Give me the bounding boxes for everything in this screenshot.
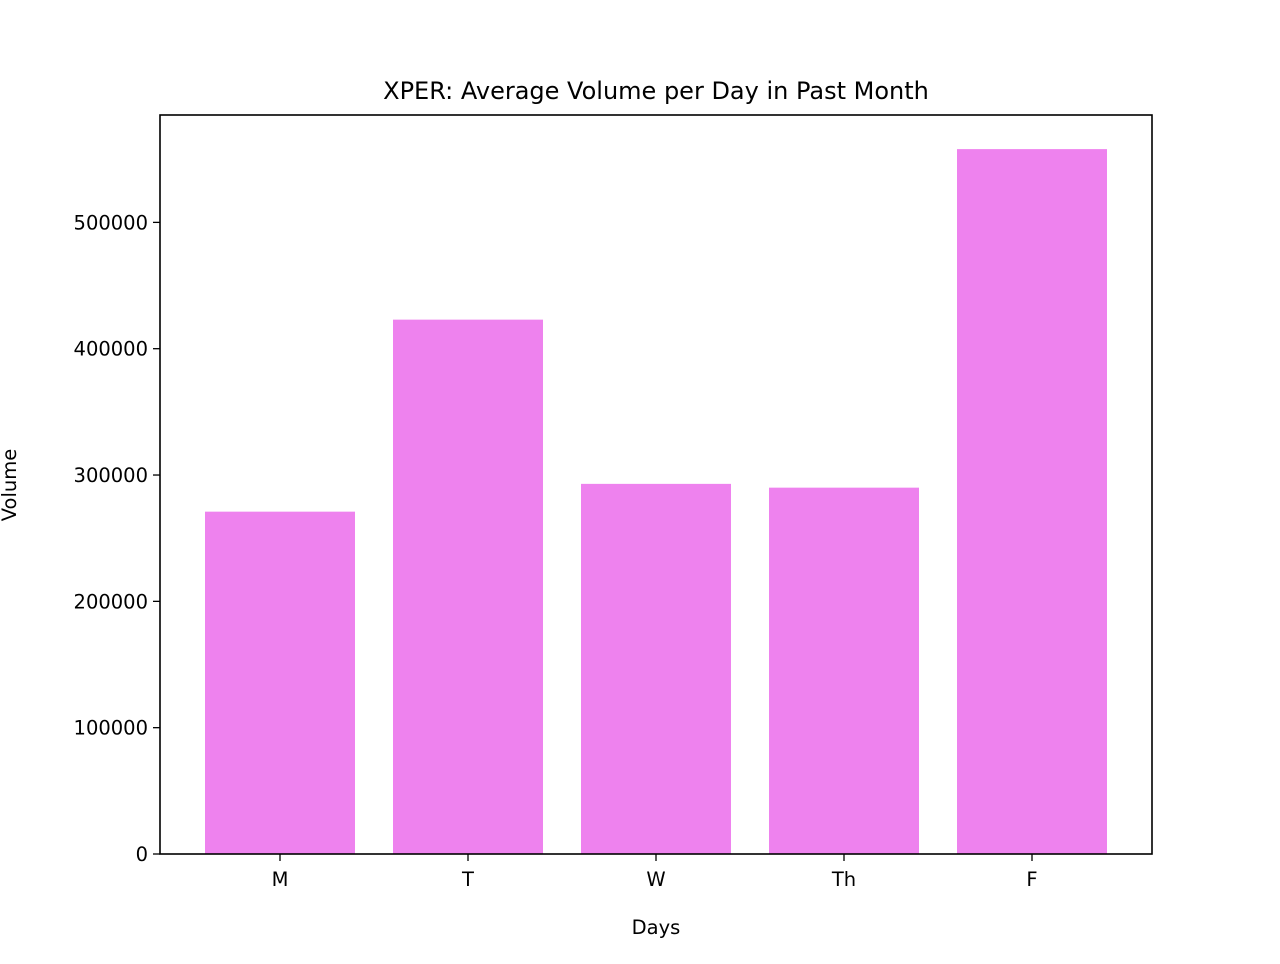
- bar-m: [205, 511, 355, 854]
- y-tick-label: 400000: [74, 338, 148, 361]
- plot-frame: [159, 114, 1153, 855]
- bar-t: [393, 319, 543, 855]
- y-tick-label: 100000: [74, 717, 148, 740]
- x-tick-label: T: [461, 868, 474, 891]
- y-tick-label: 500000: [74, 211, 148, 234]
- x-axis-ticks: M T W Th F: [272, 854, 1038, 891]
- y-tick-label: 0: [136, 843, 148, 866]
- x-axis-label: Days: [632, 916, 681, 939]
- y-axis-label: Volume: [0, 449, 21, 522]
- bars-group: [205, 149, 1107, 855]
- bar-f: [957, 149, 1107, 855]
- x-tick-label: W: [646, 868, 665, 891]
- bar-th: [769, 487, 919, 854]
- y-tick-label: 200000: [74, 590, 148, 613]
- chart-title: XPER: Average Volume per Day in Past Mon…: [383, 77, 929, 105]
- y-axis-ticks: 0 100000 200000 300000 400000 500000: [74, 211, 160, 866]
- x-tick-label: Th: [831, 868, 856, 891]
- y-tick-label: 300000: [74, 464, 148, 487]
- x-tick-label: F: [1026, 868, 1037, 891]
- bar-w: [581, 483, 731, 854]
- x-tick-label: M: [272, 868, 289, 891]
